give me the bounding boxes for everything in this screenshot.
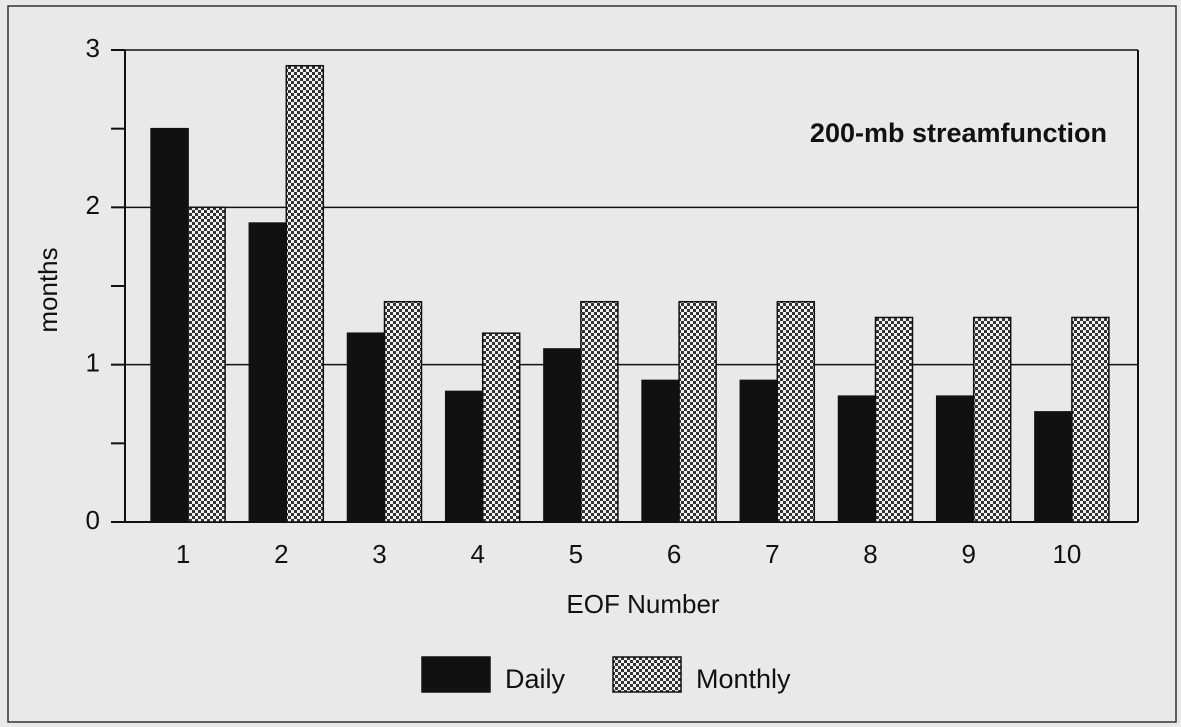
bar <box>285 64 325 523</box>
bar <box>678 300 717 523</box>
legend-swatch <box>612 656 682 693</box>
x-tick-label: 4 <box>470 539 484 569</box>
x-tick-label: 8 <box>863 539 877 569</box>
y-axis-label: months <box>33 247 63 332</box>
bar <box>248 222 288 523</box>
x-tick-label: 2 <box>274 539 288 569</box>
bar <box>641 379 680 523</box>
legend-label: Daily <box>505 664 566 694</box>
y-tick-label: 3 <box>86 33 100 63</box>
y-tick-label: 0 <box>86 505 100 535</box>
bar <box>972 316 1012 523</box>
x-tick-label: 9 <box>961 539 975 569</box>
legend-swatch <box>421 656 491 693</box>
bar <box>776 300 816 523</box>
bar <box>1034 411 1073 523</box>
bar <box>739 379 779 523</box>
bar <box>187 206 226 523</box>
y-tick-label: 2 <box>86 190 100 220</box>
bar <box>150 127 189 523</box>
bar <box>346 332 386 523</box>
bar <box>543 348 582 523</box>
x-tick-label: 6 <box>667 539 681 569</box>
x-tick-label: 7 <box>765 539 779 569</box>
bar <box>383 300 423 523</box>
legend-label: Monthly <box>696 664 791 694</box>
x-tick-label: 10 <box>1052 539 1081 569</box>
x-axis-label: EOF Number <box>566 589 719 619</box>
chart-title: 200-mb streamfunction <box>810 118 1107 148</box>
bar <box>481 332 521 523</box>
x-tick-label: 5 <box>569 539 583 569</box>
bar <box>1071 316 1110 523</box>
bar <box>580 300 619 523</box>
bar <box>837 395 877 523</box>
bar <box>874 316 914 523</box>
x-tick-label: 3 <box>372 539 386 569</box>
x-tick-label: 1 <box>176 539 190 569</box>
bar <box>935 395 975 523</box>
bar <box>444 390 484 523</box>
y-tick-label: 1 <box>86 348 100 378</box>
